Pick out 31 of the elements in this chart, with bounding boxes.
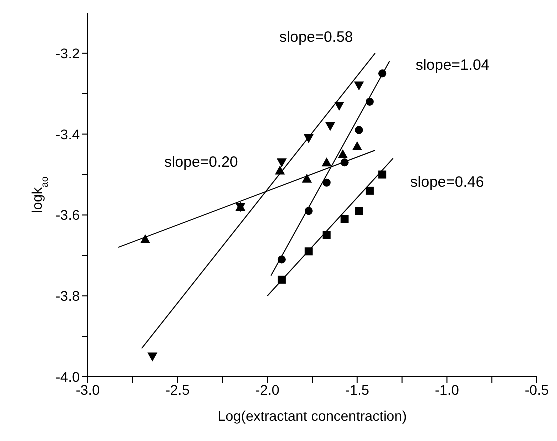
x-tick-label: -2.5	[166, 382, 190, 398]
point	[378, 170, 387, 179]
point	[354, 82, 364, 91]
y-tick-label: -3.6	[56, 207, 80, 224]
point	[140, 234, 150, 244]
point	[366, 186, 374, 195]
point	[355, 126, 364, 134]
point	[355, 207, 364, 216]
x-tick-label: -0.5	[524, 382, 550, 398]
point	[340, 215, 349, 224]
point	[302, 174, 312, 183]
point	[276, 158, 287, 168]
point	[148, 352, 158, 362]
x-tick-label: -2.0	[256, 382, 280, 398]
point	[322, 158, 332, 167]
series-label: slope=0.20	[164, 154, 238, 172]
y-tick-label: -3.8	[56, 288, 80, 304]
x-axis-title: Log(extractant concentraction)	[218, 408, 408, 424]
point	[352, 141, 362, 150]
point	[334, 102, 344, 112]
point	[325, 122, 336, 132]
series-label: slope=1.04	[416, 57, 490, 74]
x-tick-label: -1.0	[435, 382, 460, 398]
point	[338, 150, 348, 159]
series-label: slope=0.58	[279, 28, 354, 46]
series-label: slope=0.46	[410, 174, 484, 192]
y-tick-label: -3.2	[56, 45, 80, 62]
point	[322, 178, 331, 187]
x-tick-label: -1.5	[345, 382, 370, 398]
y-tick-label: -3.4	[56, 126, 80, 142]
point	[322, 231, 331, 240]
